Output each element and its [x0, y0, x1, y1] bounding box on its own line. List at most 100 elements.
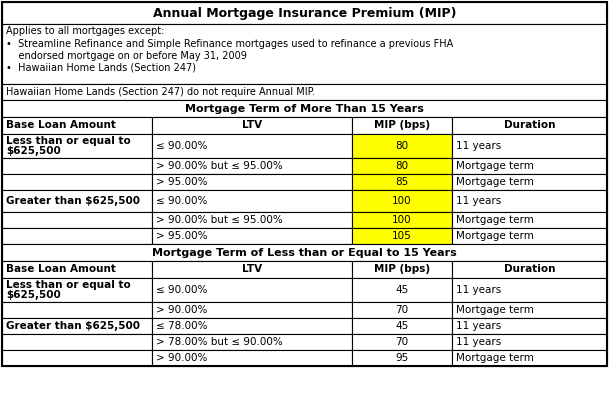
Bar — [352, 278, 452, 302]
Text: > 78.00% but ≤ 90.00%: > 78.00% but ≤ 90.00% — [156, 337, 283, 347]
Bar — [2, 84, 607, 100]
Bar — [2, 318, 152, 334]
Bar — [152, 318, 352, 334]
Bar — [352, 261, 452, 278]
Bar — [2, 278, 152, 302]
Text: Mortgage term: Mortgage term — [456, 231, 534, 241]
Bar — [352, 228, 452, 244]
Bar — [352, 334, 452, 350]
Bar — [452, 228, 607, 244]
Text: 80: 80 — [395, 161, 409, 171]
Text: endorsed mortgage on or before May 31, 2009: endorsed mortgage on or before May 31, 2… — [6, 51, 247, 61]
Bar — [152, 117, 352, 134]
Text: > 95.00%: > 95.00% — [156, 177, 207, 187]
Bar — [2, 100, 607, 117]
Text: Duration: Duration — [504, 121, 555, 130]
Bar — [2, 117, 152, 134]
Bar — [2, 244, 607, 261]
Text: 70: 70 — [395, 337, 409, 347]
Text: ≤ 90.00%: ≤ 90.00% — [156, 141, 207, 151]
Text: 80: 80 — [395, 141, 409, 151]
Bar — [352, 117, 452, 134]
Bar — [452, 117, 607, 134]
Bar — [2, 190, 152, 212]
Bar — [352, 318, 452, 334]
Bar — [2, 24, 607, 84]
Text: Hawaiian Home Lands (Section 247) do not require Annual MIP.: Hawaiian Home Lands (Section 247) do not… — [6, 87, 315, 97]
Bar — [352, 302, 452, 318]
Bar — [452, 350, 607, 366]
Bar — [352, 350, 452, 366]
Bar — [152, 334, 352, 350]
Text: 95: 95 — [395, 353, 409, 363]
Text: Mortgage term: Mortgage term — [456, 177, 534, 187]
Text: 11 years: 11 years — [456, 321, 501, 331]
Bar — [352, 212, 452, 228]
Bar — [2, 2, 607, 366]
Text: Less than or equal to: Less than or equal to — [6, 136, 131, 146]
Text: 100: 100 — [392, 196, 412, 206]
Bar — [152, 134, 352, 158]
Bar — [2, 212, 152, 228]
Text: ≤ 90.00%: ≤ 90.00% — [156, 285, 207, 295]
Bar — [152, 261, 352, 278]
Text: Mortgage term: Mortgage term — [456, 215, 534, 225]
Text: Applies to all mortgages except:: Applies to all mortgages except: — [6, 26, 164, 36]
Bar — [152, 302, 352, 318]
Text: Greater than $625,500: Greater than $625,500 — [6, 196, 140, 206]
Bar — [2, 334, 152, 350]
Text: 11 years: 11 years — [456, 337, 501, 347]
Text: LTV: LTV — [242, 121, 262, 130]
Text: > 90.00% but ≤ 95.00%: > 90.00% but ≤ 95.00% — [156, 161, 283, 171]
Bar — [152, 228, 352, 244]
Text: $625,500: $625,500 — [6, 290, 61, 300]
Bar — [452, 278, 607, 302]
Bar — [152, 212, 352, 228]
Text: Base Loan Amount: Base Loan Amount — [6, 264, 116, 275]
Bar — [452, 158, 607, 174]
Text: Mortgage Term of Less than or Equal to 15 Years: Mortgage Term of Less than or Equal to 1… — [152, 247, 457, 258]
Bar — [152, 174, 352, 190]
Text: ≤ 90.00%: ≤ 90.00% — [156, 196, 207, 206]
Text: Less than or equal to: Less than or equal to — [6, 280, 131, 290]
Text: 45: 45 — [395, 321, 409, 331]
Text: 11 years: 11 years — [456, 141, 501, 151]
Bar — [2, 350, 152, 366]
Text: ≤ 78.00%: ≤ 78.00% — [156, 321, 207, 331]
Bar — [352, 190, 452, 212]
Text: Mortgage term: Mortgage term — [456, 161, 534, 171]
Bar — [452, 302, 607, 318]
Bar — [2, 302, 152, 318]
Bar — [352, 158, 452, 174]
Text: LTV: LTV — [242, 264, 262, 275]
Bar — [352, 134, 452, 158]
Text: MIP (bps): MIP (bps) — [374, 121, 430, 130]
Bar — [152, 350, 352, 366]
Text: MIP (bps): MIP (bps) — [374, 264, 430, 275]
Text: Mortgage term: Mortgage term — [456, 305, 534, 315]
Text: > 95.00%: > 95.00% — [156, 231, 207, 241]
Text: 85: 85 — [395, 177, 409, 187]
Text: 70: 70 — [395, 305, 409, 315]
Bar — [452, 190, 607, 212]
Text: 100: 100 — [392, 215, 412, 225]
Bar — [152, 278, 352, 302]
Bar — [452, 318, 607, 334]
Bar — [452, 212, 607, 228]
Text: Greater than $625,500: Greater than $625,500 — [6, 321, 140, 331]
Bar — [2, 2, 607, 24]
Bar — [2, 261, 152, 278]
Bar — [2, 174, 152, 190]
Text: 11 years: 11 years — [456, 196, 501, 206]
Text: > 90.00% but ≤ 95.00%: > 90.00% but ≤ 95.00% — [156, 215, 283, 225]
Bar — [2, 134, 152, 158]
Bar — [452, 334, 607, 350]
Text: •  Hawaiian Home Lands (Section 247): • Hawaiian Home Lands (Section 247) — [6, 63, 196, 73]
Bar — [2, 228, 152, 244]
Bar — [452, 174, 607, 190]
Bar — [2, 158, 152, 174]
Bar — [452, 261, 607, 278]
Text: > 90.00%: > 90.00% — [156, 353, 207, 363]
Text: 105: 105 — [392, 231, 412, 241]
Text: 11 years: 11 years — [456, 285, 501, 295]
